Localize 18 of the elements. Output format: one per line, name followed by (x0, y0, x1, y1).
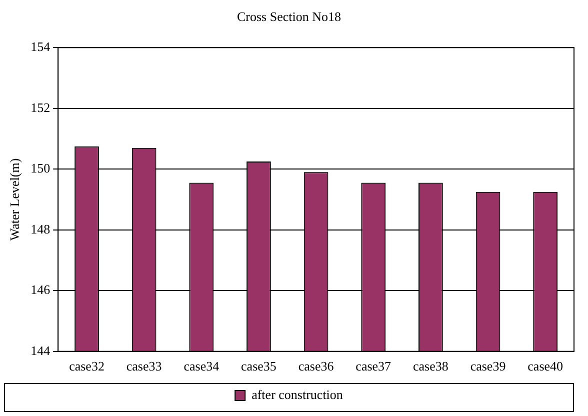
legend-label: after construction (252, 386, 344, 402)
chart-title: Cross Section No18 (237, 9, 341, 24)
x-tick-label: case40 (528, 358, 564, 374)
x-tick-label: case38 (413, 358, 448, 374)
y-axis-title: Water Level(m) (7, 158, 22, 241)
y-tick-label: 146 (30, 282, 51, 298)
y-tick-label: 144 (30, 342, 51, 358)
x-tick-label: case39 (470, 358, 506, 374)
x-tick-label: case33 (126, 358, 162, 374)
y-tick-label: 148 (30, 221, 50, 236)
x-tick-label: case32 (69, 358, 104, 374)
y-tick-label: 152 (30, 100, 50, 115)
x-tick-label: case36 (298, 358, 334, 374)
y-tick-label: 150 (30, 160, 50, 176)
x-tick-label: case34 (184, 358, 220, 374)
y-tick-label: 154 (30, 39, 51, 54)
x-tick-label: case35 (241, 358, 276, 374)
x-tick-label: case37 (356, 358, 392, 374)
